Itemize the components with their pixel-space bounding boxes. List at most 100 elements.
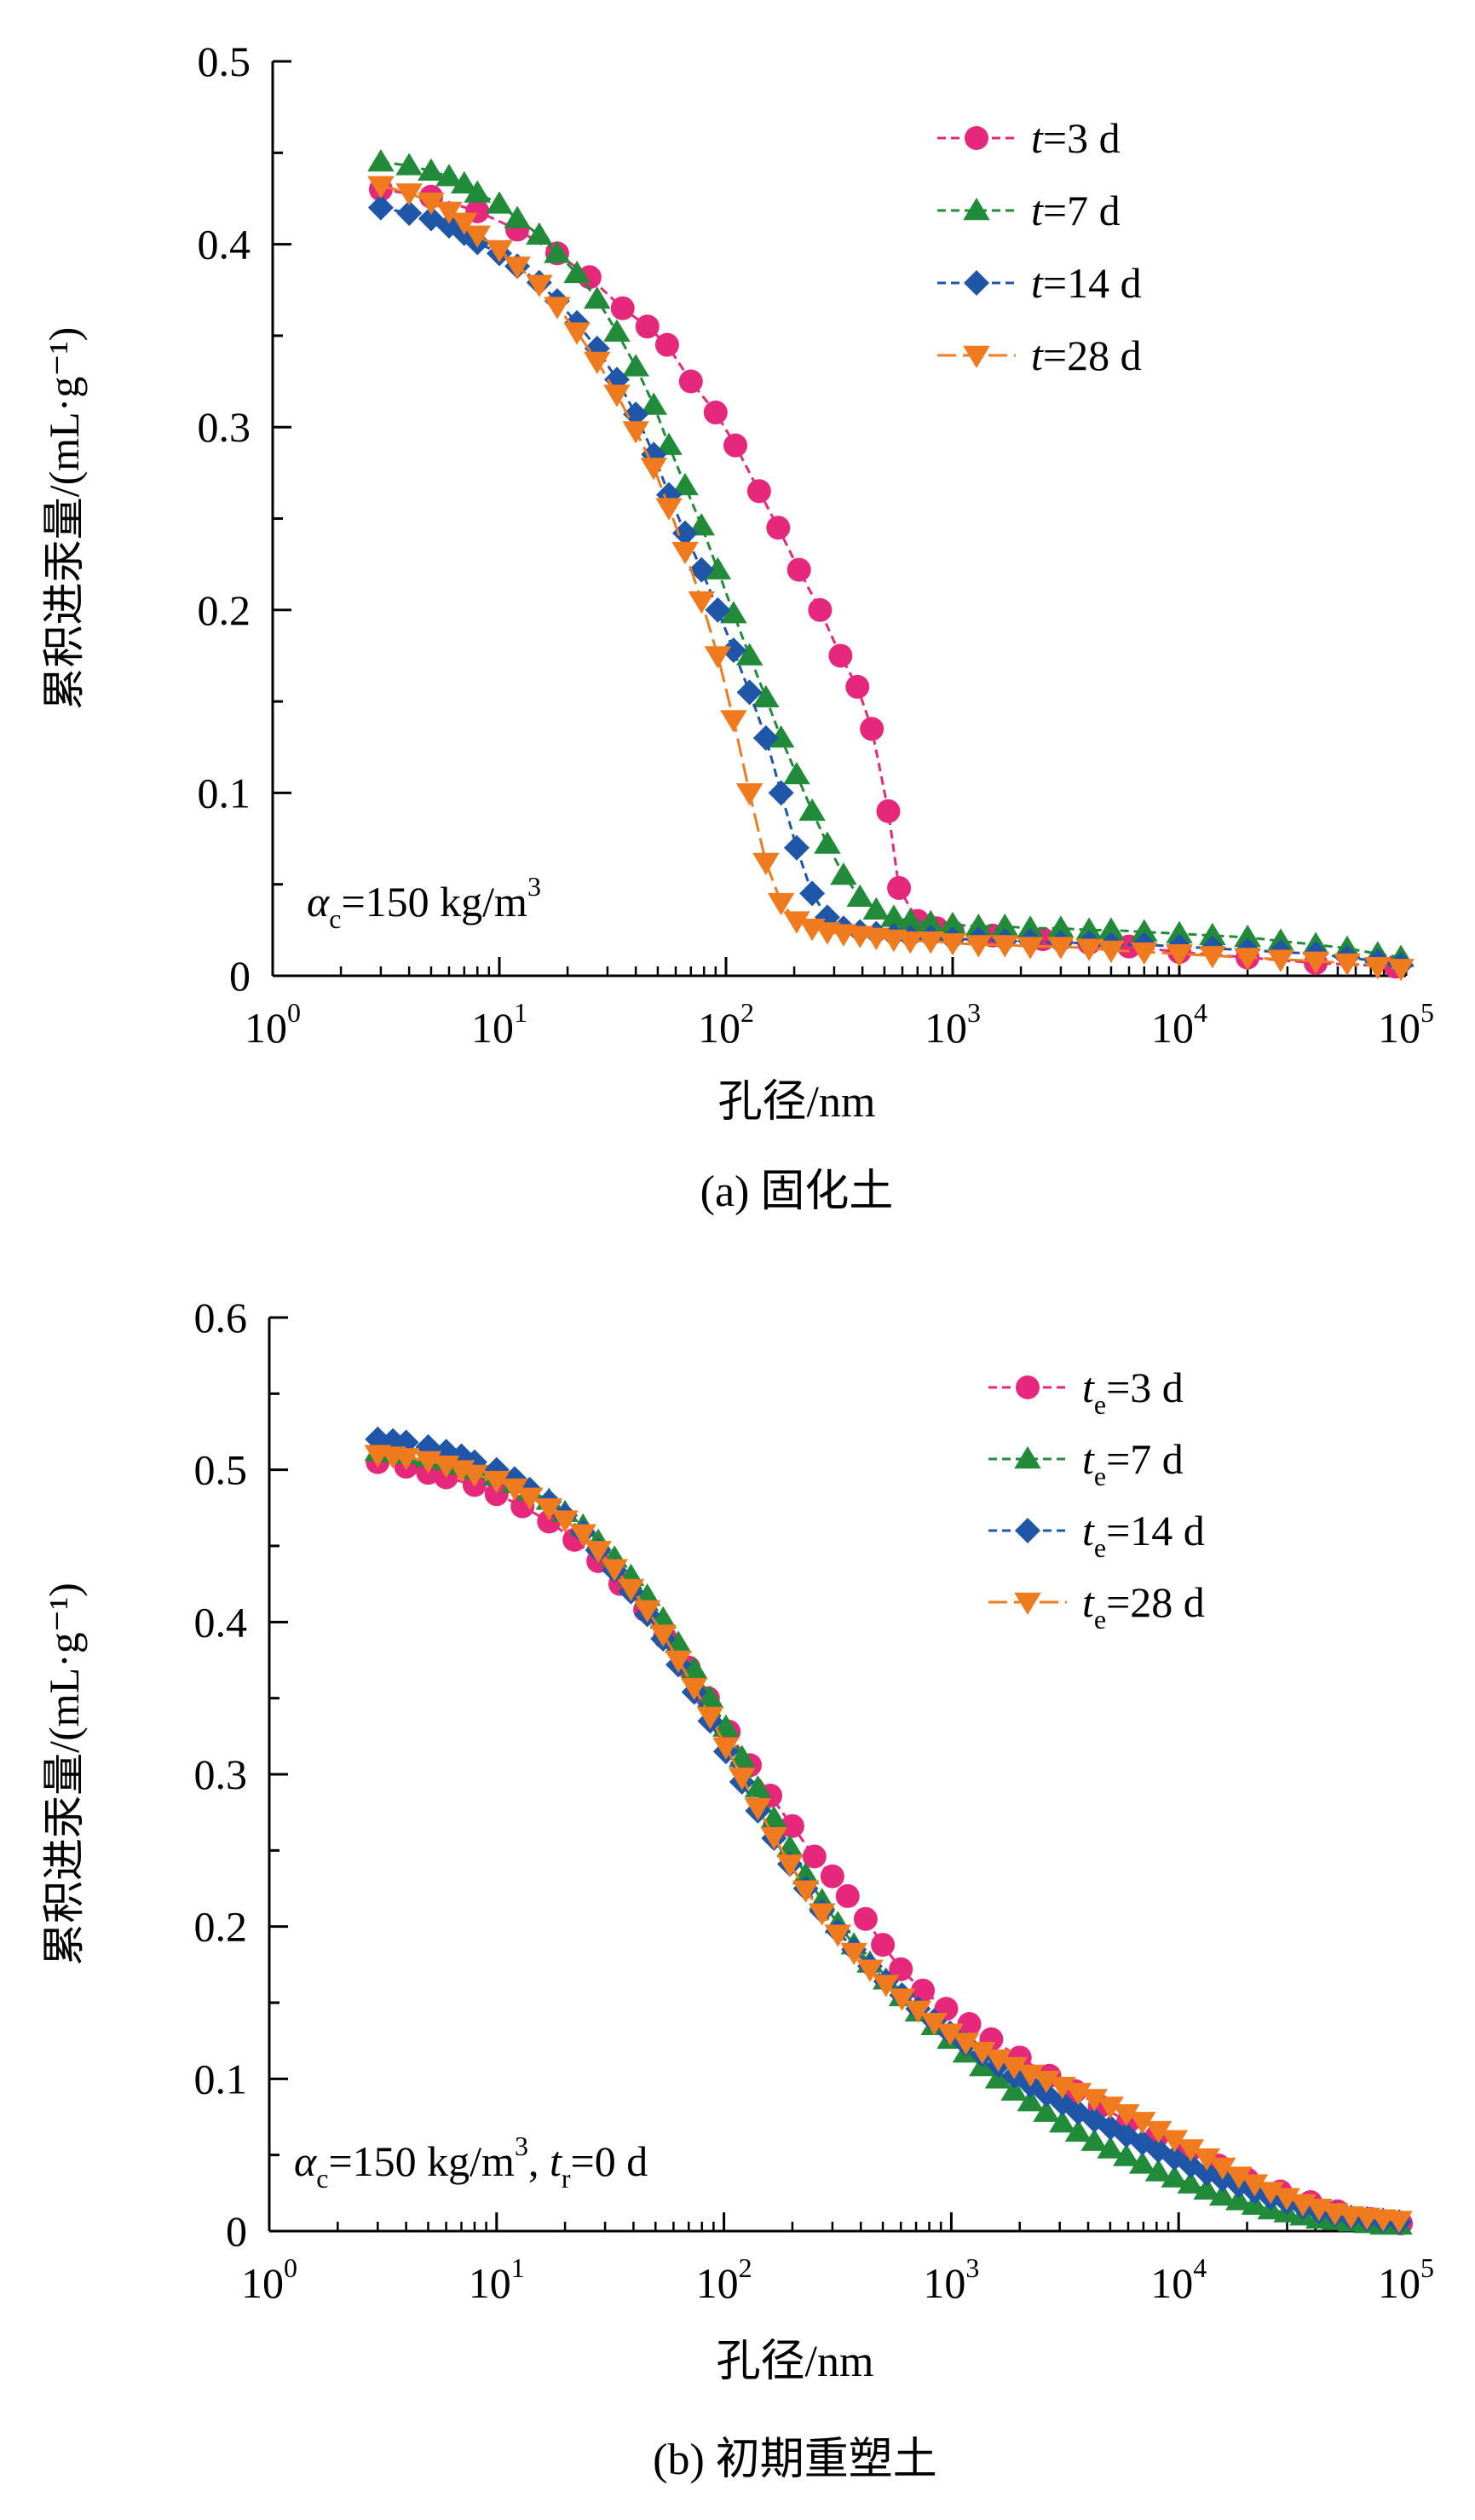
data-point [486, 239, 513, 263]
data-point [1364, 957, 1391, 980]
data-point [888, 1988, 916, 2011]
x-tick-label: 105 [1378, 997, 1434, 1052]
data-point [1098, 917, 1125, 940]
legend-swatch-marker [965, 126, 988, 150]
data-point [464, 225, 491, 248]
data-point [678, 369, 703, 394]
y-axis-label: 累积进汞量/(mL·g⁻¹) [40, 1583, 88, 1966]
data-point [1113, 2143, 1140, 2166]
data-point [633, 1600, 661, 1623]
data-point [744, 1798, 772, 1821]
data-point [720, 637, 746, 664]
axes: 0 0.1 0.2 0.3 0.4 0.5 100 101 102 103 104 105 [198, 37, 1435, 1052]
legend-label: t=7 d [1031, 187, 1121, 234]
y-tick-label: 0.1 [194, 2055, 248, 2102]
series-4 [367, 176, 1415, 982]
data-point [583, 285, 611, 309]
data-point [920, 2012, 948, 2036]
legend: te=3 d te=7 d te=14 d te=28 d [988, 1364, 1205, 1635]
data-point [1097, 2096, 1124, 2119]
data-point [704, 646, 732, 669]
series-1 [366, 1450, 1414, 2236]
data-point [1193, 2177, 1220, 2200]
data-point [1386, 2211, 1413, 2234]
legend-swatch-marker [964, 270, 989, 296]
legend-label: t=14 d [1031, 259, 1142, 307]
data-point [991, 935, 1019, 958]
data-point [896, 931, 924, 954]
data-point [824, 1924, 852, 1947]
data-point [830, 862, 857, 885]
legend-swatch-marker [963, 345, 990, 368]
series-3 [367, 194, 1415, 978]
data-point [1033, 2070, 1060, 2094]
data-point [484, 1482, 509, 1507]
annotation: αc=150 kg/m3, tr=0 d [294, 2131, 648, 2194]
data-point [1199, 946, 1226, 969]
data-point [792, 1880, 820, 1903]
data-point [876, 799, 901, 823]
data-point [569, 1524, 596, 1547]
data-point [860, 717, 884, 741]
data-point [526, 222, 553, 245]
data-point [1166, 943, 1193, 967]
data-point [1387, 959, 1415, 982]
data-point [688, 591, 716, 614]
data-point [1302, 951, 1329, 974]
data-point [461, 1449, 487, 1475]
data-point [808, 1903, 836, 1926]
data-point [798, 798, 826, 822]
data-point [1241, 2174, 1269, 2197]
y-tick-label: 0.5 [194, 1446, 248, 1494]
data-point [917, 909, 944, 933]
x-axis-label: 孔径/nm [718, 1078, 876, 1127]
series-line [377, 1461, 1402, 2225]
data-point [392, 1448, 420, 1471]
legend-swatch-marker [963, 198, 990, 221]
x-tick-label: 103 [925, 997, 981, 1052]
legend-item: te=7 d [988, 1435, 1184, 1491]
data-point [603, 319, 631, 342]
panel-caption: (a) 固化土 [700, 1168, 894, 1216]
data-point [887, 875, 912, 900]
series-line [380, 184, 1402, 970]
data-point [603, 384, 631, 407]
data-point [767, 892, 795, 916]
data-point [746, 479, 771, 504]
data-point [846, 884, 873, 907]
series-line [377, 1438, 1400, 2223]
data-point [735, 643, 763, 666]
data-point [610, 296, 635, 320]
data-point [583, 351, 611, 374]
data-point [526, 274, 553, 297]
data-point [680, 1677, 708, 1701]
data-point [1065, 2099, 1092, 2125]
data-point [712, 1737, 740, 1760]
data-point [760, 1827, 788, 1850]
x-tick-label: 101 [469, 2252, 525, 2307]
data-point [936, 2023, 964, 2046]
data-point [720, 710, 747, 733]
data-point [1144, 2159, 1173, 2182]
data-point [1017, 915, 1044, 938]
series-4 [364, 1445, 1413, 2234]
data-point [783, 834, 810, 861]
data-point [768, 780, 794, 806]
data-point [635, 314, 660, 339]
data-point [1273, 2188, 1300, 2211]
data-point [1131, 942, 1158, 966]
data-point [820, 1864, 844, 1889]
data-point [393, 1429, 419, 1456]
legend-swatch-marker [1014, 1592, 1041, 1615]
data-point [705, 597, 731, 623]
data-point [688, 513, 716, 536]
data-point [991, 914, 1019, 937]
data-point [418, 192, 445, 216]
data-point [845, 674, 870, 699]
data-point [1047, 937, 1075, 960]
data-point [965, 914, 993, 937]
data-point [911, 1978, 936, 2003]
data-point [617, 1578, 645, 1602]
legend-item: t=14 d [937, 259, 1142, 307]
